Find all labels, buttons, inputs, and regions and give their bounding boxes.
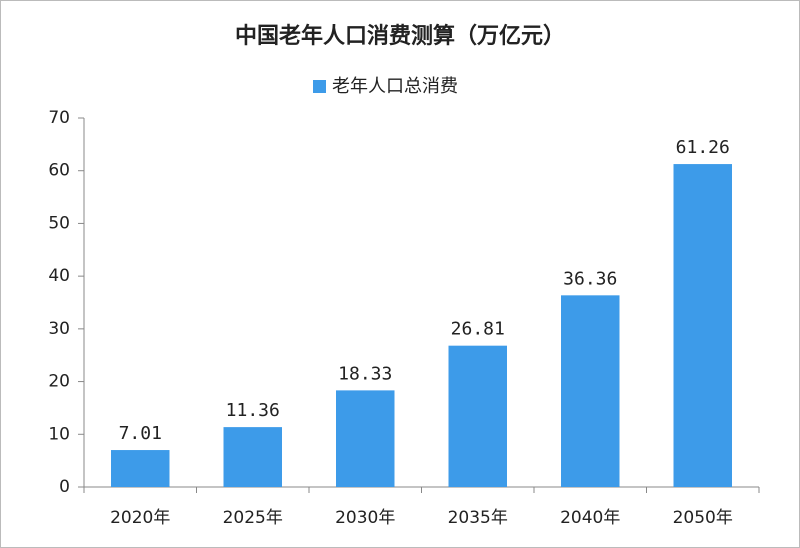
x-tick-label: 2025年	[223, 508, 283, 528]
value-label: 61.26	[676, 137, 730, 158]
y-tick-label: 60	[48, 161, 70, 181]
y-tick-label: 70	[48, 108, 70, 128]
x-tick-label: 2040年	[560, 508, 620, 528]
value-label: 18.33	[338, 363, 392, 384]
value-label: 26.81	[451, 319, 505, 340]
bar	[223, 427, 282, 487]
bar	[336, 390, 395, 487]
y-tick-label: 10	[48, 424, 70, 444]
x-tick-label: 2030年	[335, 508, 395, 528]
x-tick-label: 2035年	[448, 508, 508, 528]
value-label: 7.01	[119, 423, 162, 444]
x-tick-label: 2050年	[673, 508, 733, 528]
bar	[448, 345, 507, 487]
legend-swatch	[313, 80, 326, 93]
x-tick-label: 2020年	[110, 508, 170, 528]
chart-title: 中国老年人口消费测算（万亿元）	[235, 23, 565, 49]
y-tick-label: 50	[48, 213, 70, 233]
value-label: 11.36	[226, 400, 280, 421]
y-tick-label: 20	[48, 372, 70, 392]
value-label: 36.36	[563, 268, 617, 289]
y-tick-label: 30	[48, 319, 70, 339]
bar	[111, 450, 170, 487]
y-tick-label: 0	[59, 477, 70, 497]
bar	[561, 295, 620, 487]
bar	[673, 164, 732, 488]
legend-label: 老年人口总消费	[332, 76, 458, 97]
y-tick-label: 40	[48, 266, 70, 286]
